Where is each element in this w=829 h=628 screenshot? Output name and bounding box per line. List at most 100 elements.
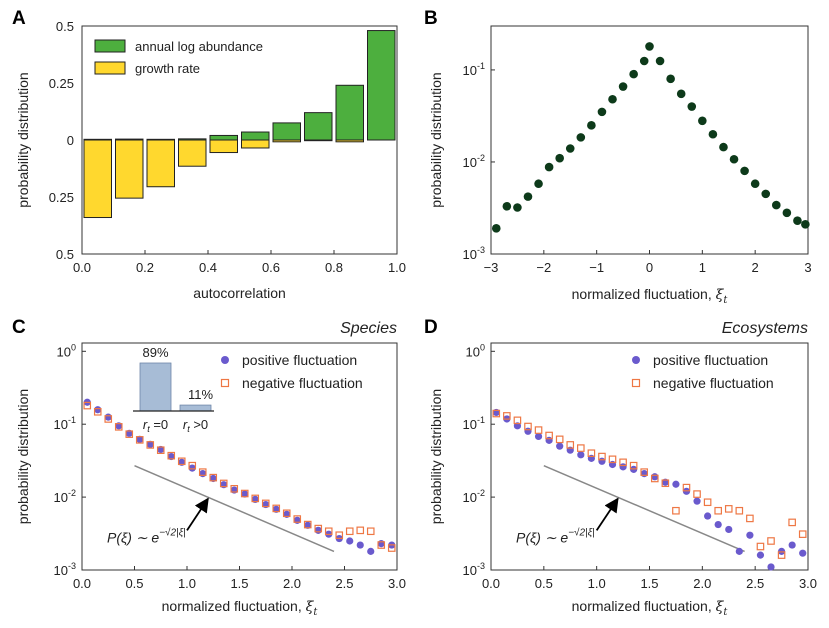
positive-fluctuation-point [104,413,112,421]
x-tick-label: 1.0 [388,260,406,275]
negative-fluctuation-point [303,520,312,529]
positive-fluctuation-point [188,464,196,472]
positive-fluctuation-point [672,480,680,488]
x-tick-label: 3.0 [799,576,817,591]
legend-label: positive fluctuation [653,352,768,368]
x-axis-label: normalized fluctuation, ξt [572,286,729,306]
inset-bar-label: 89% [142,345,168,360]
y-tick-label: 0.25 [49,190,74,205]
positive-fluctuation-point [94,406,102,414]
x-tick-label: 0.0 [73,260,91,275]
y-tick-base: 10 [463,155,477,170]
x-tick-label: 1.0 [588,576,606,591]
positive-fluctuation-point [346,537,354,545]
positive-fluctuation-point [746,531,754,539]
x-tick-label: 2.5 [335,576,353,591]
y-tick-exponent: -2 [68,488,76,498]
negative-fluctuation-point [146,441,155,449]
x-axis-label: normalized fluctuation, ξt [162,598,319,618]
negative-fluctuation-point [240,489,249,498]
y-tick-exponent: -3 [477,245,485,255]
legend-label: annual log abundance [135,39,263,54]
y-tick-label: 10-1 [463,61,485,78]
x-axis-label: autocorrelation [193,285,286,301]
positive-fluctuation-point [545,436,553,444]
data-point [772,200,781,210]
panel-a: A 0.0 0.2 0.4 0.6 0.8 1.0 0.5 0.25 0 0.25 0.5 autoco… [12,8,406,301]
legend-label: negative fluctuation [242,375,363,391]
inset-bar [179,404,212,412]
y-tick-label: 0.25 [49,76,74,91]
inset-bar-label: 11% [188,387,213,402]
inset-category-label: rt >0 [183,417,208,434]
positive-fluctuation-point [157,445,165,454]
negative-fluctuation-point [788,518,796,527]
x-tick-label: 2.0 [283,576,301,591]
negative-fluctuation-point [619,458,627,467]
y-tick-base: 10 [57,344,71,359]
positive-fluctuation-point [735,547,743,555]
negative-fluctuation-point [324,527,333,536]
legend-marker-negative [631,378,641,388]
negative-fluctuation-point [104,415,113,423]
x-tick-label: 0.5 [535,576,553,591]
y-tick-label: 10-3 [54,561,76,578]
negative-fluctuation-point [209,473,218,482]
negative-fluctuation-point [293,515,302,523]
data-point [655,56,665,66]
negative-fluctuation-point [251,494,260,503]
x-axis-label-text: normalized fluctuation, [572,286,716,302]
data-point [534,179,543,189]
negative-fluctuation-point [577,444,585,452]
negative-fluctuation-point [261,499,270,508]
y-tick-label: 10-3 [463,245,485,262]
inset-symbol: r [143,417,148,432]
y-tick-exponent: -1 [477,415,485,425]
x-tick-label: 0.0 [482,576,500,591]
x-tick-label: 0.8 [325,260,343,275]
negative-fluctuation-point [314,524,323,533]
negative-fluctuation-point [335,531,344,540]
negative-fluctuation-point [566,441,575,449]
formula-base: P(ξ) ∼ e [107,529,159,545]
y-tick-label: 10-3 [463,561,485,578]
positive-fluctuation-point [799,549,807,557]
positive-fluctuation-point [314,526,322,534]
y-tick-label: 0.5 [56,247,74,262]
negative-fluctuation-point [756,542,765,551]
legend-marker-positive [221,356,229,364]
y-tick-base: 10 [463,247,477,262]
negative-fluctuation-point [135,436,144,444]
bar-growth-rate [335,139,364,143]
data-point [793,216,802,226]
x-tick-label: −1 [589,260,604,275]
positive-fluctuation-point [367,547,375,555]
negative-fluctuation-point [724,505,733,513]
x-axis-subscript: t [723,607,728,618]
y-tick-base: 10 [54,490,68,505]
panel-letter: C [12,317,26,338]
panel-letter: B [424,8,438,29]
x-tick-label: −2 [536,260,551,275]
inset-condition: >0 [190,417,208,432]
inset-subscript: t [147,424,150,434]
bar-annual-log-abundance [335,84,364,141]
y-axis-label: probability distribution [428,72,444,207]
y-tick-exponent: -3 [68,561,76,571]
positive-fluctuation-point [377,540,385,548]
bar-growth-rate [83,139,112,219]
bar-annual-log-abundance [209,134,238,141]
y-tick-base: 10 [54,417,68,432]
annotation-arrow [186,497,209,531]
x-tick-label: 1.0 [178,576,196,591]
data-point [801,220,810,229]
inset-symbol: r [183,417,188,432]
annotation-arrow [595,497,619,531]
positive-fluctuation-point [619,463,627,471]
negative-fluctuation-point [230,484,239,493]
negative-fluctuation-point [545,431,553,440]
negative-fluctuation-point [555,435,564,444]
negative-fluctuation-point [282,509,291,518]
data-point [618,82,628,91]
